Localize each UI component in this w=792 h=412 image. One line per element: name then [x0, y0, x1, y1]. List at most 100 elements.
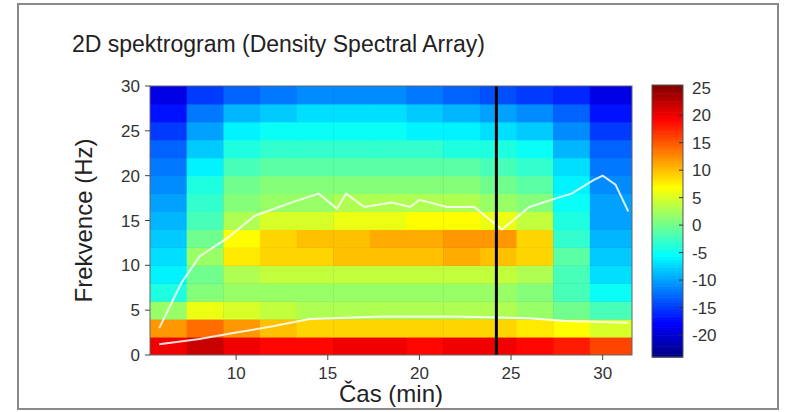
cell — [333, 212, 370, 230]
cell — [443, 140, 480, 158]
y-tick-label: 30 — [121, 77, 140, 96]
cell — [297, 247, 334, 265]
title: 2D spektrogram (Density Spectral Array) — [72, 31, 485, 57]
x-tick — [602, 355, 603, 360]
cell — [443, 229, 480, 247]
cell — [517, 337, 554, 355]
cell — [333, 319, 370, 337]
y-tick-label: 0 — [131, 346, 140, 365]
cell — [553, 158, 590, 176]
cell — [370, 86, 407, 104]
cell — [370, 122, 407, 140]
colorbar-tick — [679, 307, 683, 308]
cell — [260, 337, 297, 355]
cell — [223, 247, 260, 265]
y-tick — [145, 310, 150, 311]
cell — [187, 247, 224, 265]
cell — [260, 158, 297, 176]
cell — [407, 247, 444, 265]
cell — [333, 229, 370, 247]
cell — [553, 301, 590, 319]
cell — [187, 86, 224, 104]
cell — [150, 122, 187, 140]
plot-bg — [150, 86, 632, 355]
cell — [517, 229, 554, 247]
cell — [297, 176, 334, 194]
y-tick-label: 5 — [131, 301, 140, 320]
cell — [150, 247, 187, 265]
cell — [553, 283, 590, 301]
cell — [480, 194, 517, 212]
cell — [590, 140, 632, 158]
cell — [517, 158, 554, 176]
cell — [480, 140, 517, 158]
cell — [407, 140, 444, 158]
cell — [407, 283, 444, 301]
cell — [590, 265, 632, 283]
cell — [150, 158, 187, 176]
cell — [443, 176, 480, 194]
cell — [260, 265, 297, 283]
cell — [370, 104, 407, 122]
cell — [517, 283, 554, 301]
cell — [517, 104, 554, 122]
colorbar-tick-label: -20 — [692, 326, 717, 345]
chart: 05101520253010152025302D spektrogram (De… — [0, 0, 792, 412]
colorbar-tick-label: 20 — [692, 106, 711, 125]
cell — [150, 212, 187, 230]
cell — [370, 158, 407, 176]
cell — [187, 158, 224, 176]
x-tick — [419, 355, 420, 360]
cell — [223, 104, 260, 122]
cell — [553, 122, 590, 140]
colorbar-tick-label: 10 — [692, 161, 711, 180]
cell — [590, 283, 632, 301]
cell — [187, 212, 224, 230]
x-tick-label: 25 — [502, 364, 521, 383]
cell — [517, 194, 554, 212]
cell — [260, 86, 297, 104]
cell — [297, 301, 334, 319]
cell — [333, 140, 370, 158]
cell — [517, 122, 554, 140]
cell — [187, 104, 224, 122]
cell — [407, 212, 444, 230]
cell — [333, 176, 370, 194]
cell — [333, 247, 370, 265]
cell — [443, 283, 480, 301]
cell — [553, 212, 590, 230]
cell — [407, 229, 444, 247]
colorbar-frame — [652, 85, 683, 357]
cell — [260, 212, 297, 230]
cell — [443, 265, 480, 283]
cell — [333, 337, 370, 355]
colorbar-tick-label: 5 — [692, 189, 701, 208]
cell — [150, 194, 187, 212]
cell — [480, 283, 517, 301]
colorbar-tick — [679, 225, 683, 226]
cell — [517, 140, 554, 158]
cell — [223, 229, 260, 247]
trend-line — [159, 316, 628, 344]
cell — [590, 212, 632, 230]
y-tick — [145, 175, 150, 176]
cell — [333, 283, 370, 301]
cell — [443, 86, 480, 104]
plot-frame — [150, 86, 632, 355]
cell — [443, 337, 480, 355]
y-tick-label: 10 — [121, 256, 140, 275]
cell — [333, 86, 370, 104]
colorbar-tick — [679, 115, 683, 116]
y-tick — [145, 220, 150, 221]
cell — [480, 104, 517, 122]
y-tick-label: 25 — [121, 122, 140, 141]
cell — [407, 104, 444, 122]
x-tick — [327, 355, 328, 360]
cell — [407, 158, 444, 176]
cell — [370, 319, 407, 337]
cell — [223, 122, 260, 140]
cell — [590, 122, 632, 140]
colorbar-tick-label: 25 — [692, 79, 711, 98]
cell — [553, 229, 590, 247]
cell — [150, 140, 187, 158]
